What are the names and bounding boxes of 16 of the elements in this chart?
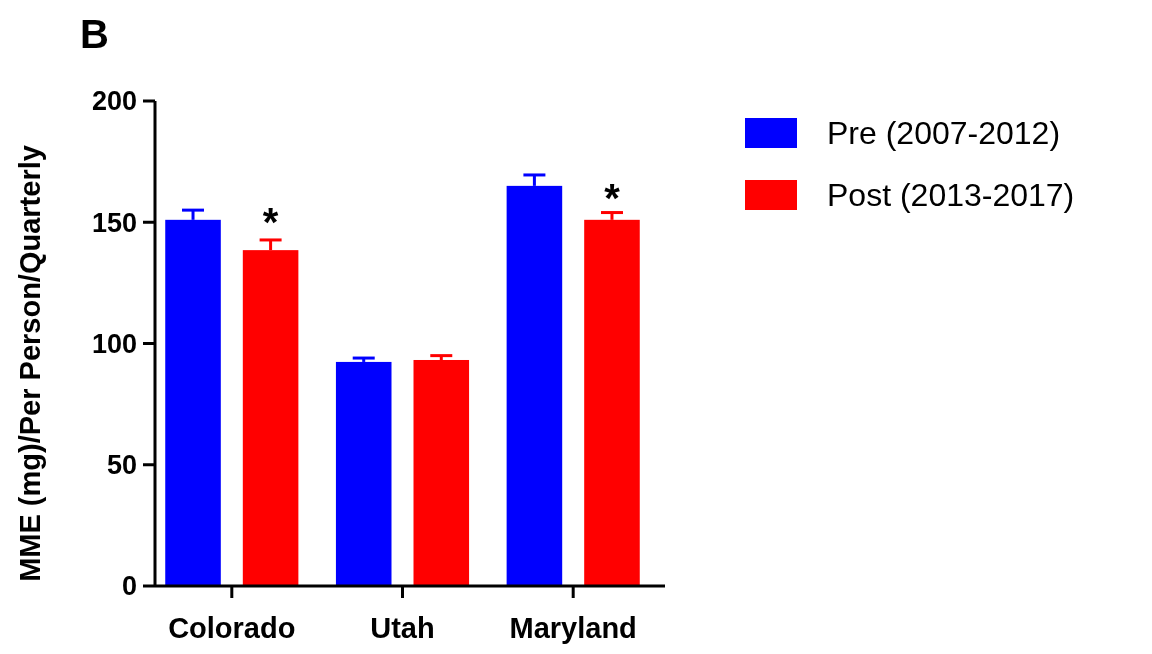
legend-label: Pre (2007-2012) xyxy=(827,115,1061,152)
y-tick-label: 0 xyxy=(121,571,137,602)
x-tick-label: Utah xyxy=(370,612,435,644)
y-axis-title: MME (mg)/Per Person/Quarterly xyxy=(14,145,46,582)
text: B xyxy=(80,12,109,56)
y-tick-label: 100 xyxy=(91,328,137,359)
legend-label: Post (2013-2017) xyxy=(827,177,1075,214)
annotation: * xyxy=(262,200,279,244)
y-tick-label: 200 xyxy=(91,86,137,117)
x-tick-label: Maryland xyxy=(509,612,637,644)
bar xyxy=(335,361,392,586)
annotation: * xyxy=(604,176,621,220)
x-tick-label: Colorado xyxy=(168,612,296,644)
bar xyxy=(413,359,470,586)
y-tick-label: 150 xyxy=(91,207,137,238)
y-tick-label: 50 xyxy=(106,450,137,481)
